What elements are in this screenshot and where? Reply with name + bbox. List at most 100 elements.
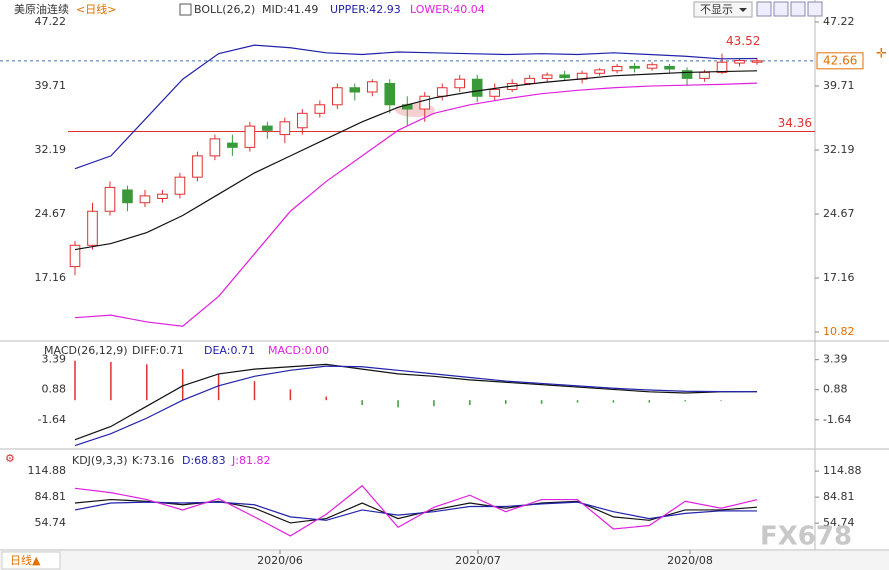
candle-body [751,60,763,63]
y-tick-label-left: 84.81 [35,490,67,503]
indicator-icon[interactable] [179,3,192,16]
candle-body [87,210,98,246]
y-tick-label: 47.22 [823,15,855,28]
y-tick-label-left: 32.19 [35,143,67,156]
candle-body [262,125,273,131]
macd-value: DEA:0.71 [204,344,255,357]
y-tick-label: 17.16 [823,271,855,284]
candle-body [104,186,116,212]
y-tick-label: 3.39 [823,353,848,366]
period-label[interactable]: <日线> [76,2,116,16]
kdj-line [74,501,758,521]
macd-value: DIFF:0.71 [132,344,184,357]
boll-line [74,70,758,251]
y-tick-label: 10.82 [823,325,855,338]
y-tick-label-left: 0.88 [42,383,67,396]
candle-body [681,70,693,79]
y-tick-label: 32.19 [823,143,855,156]
indicator-value: MID:41.49 [262,3,318,16]
macd-title: MACD(26,12,9) [44,344,128,357]
candle-body [734,59,745,64]
indicator-name: BOLL(26,2) [194,3,255,16]
y-tick-label: 54.74 [823,516,855,529]
candle-body [314,104,326,114]
macd-line [74,365,758,447]
candle-body [664,65,675,70]
candle-body [541,74,553,79]
candle-body [297,112,308,129]
dropdown-arrow [739,8,747,12]
y-tick-label-left: 24.67 [35,207,67,220]
macd-line [74,363,758,441]
y-tick-label-left: 39.71 [35,79,67,92]
candle-body [279,121,291,136]
candle-body [192,155,203,178]
indicator-value: UPPER:42.93 [330,3,401,16]
kdj-value: K:73.16 [132,454,174,467]
candle-body [629,65,640,69]
indicator-value: LOWER:40.04 [410,3,485,16]
candle-body [384,82,396,106]
candle-body [227,142,238,148]
tool-button[interactable] [790,1,806,17]
macd-value: MACD:0.00 [268,344,329,357]
kdj-line [74,484,758,537]
expand-icon[interactable]: ✛ [876,47,887,62]
candle-body [646,64,658,69]
support-label: 34.36 [778,116,812,130]
time-axis-bar [0,551,889,570]
chart-title: 美原油连续 [14,2,69,16]
y-tick-label-left: 47.22 [35,15,67,28]
y-tick-label-left: 3.39 [42,353,67,366]
high-annotation: 43.52 [726,34,760,48]
candle-body [699,71,710,79]
boll-line [74,44,758,170]
candle-body [349,87,361,93]
candle-body [489,88,501,97]
y-tick-label-left: -1.64 [38,413,66,426]
settings-icon[interactable]: ⚙ [5,452,15,465]
candle-body [69,244,81,268]
display-dropdown[interactable] [693,1,753,18]
x-tick-label: 2020/08 [667,554,713,567]
candle-body [122,189,133,204]
candle-body [716,61,728,73]
x-tick-label: 2020/06 [257,554,303,567]
candle-body [209,138,221,157]
y-tick-label: 114.88 [823,464,862,477]
candle-body [174,176,186,195]
kdj-value: J:81.82 [231,454,270,467]
last-price-label: 42.66 [823,53,857,67]
candle-body [331,87,343,106]
kdj-value: D:68.83 [182,454,226,467]
y-tick-label: 24.67 [823,207,855,220]
y-tick-label-left: 54.74 [35,516,67,529]
boll-line [74,82,758,327]
candle-body [594,69,605,74]
candle-body [436,87,448,97]
last-price-box [816,52,864,70]
tool-button[interactable] [756,1,772,17]
y-tick-label: 0.88 [823,383,848,396]
candle-body [419,95,431,110]
candle-body [524,77,535,84]
candle-body [471,78,483,97]
candle-body [139,195,151,204]
y-tick-label: -1.64 [823,413,851,426]
y-tick-label-left: 17.16 [35,271,67,284]
y-tick-label-left: 114.88 [28,464,67,477]
candle-body [454,78,466,89]
x-tick-label: 2020/07 [455,554,501,567]
dropdown-label: 不显示 [700,3,733,16]
candle-body [559,74,570,79]
candle-body [366,81,378,93]
candle-body [157,193,168,199]
tool-button[interactable] [807,1,823,17]
period-button[interactable] [1,551,61,570]
tool-button[interactable] [773,1,789,17]
kdj-title: KDJ(9,3,3) [72,454,128,467]
candle-body [244,125,256,148]
